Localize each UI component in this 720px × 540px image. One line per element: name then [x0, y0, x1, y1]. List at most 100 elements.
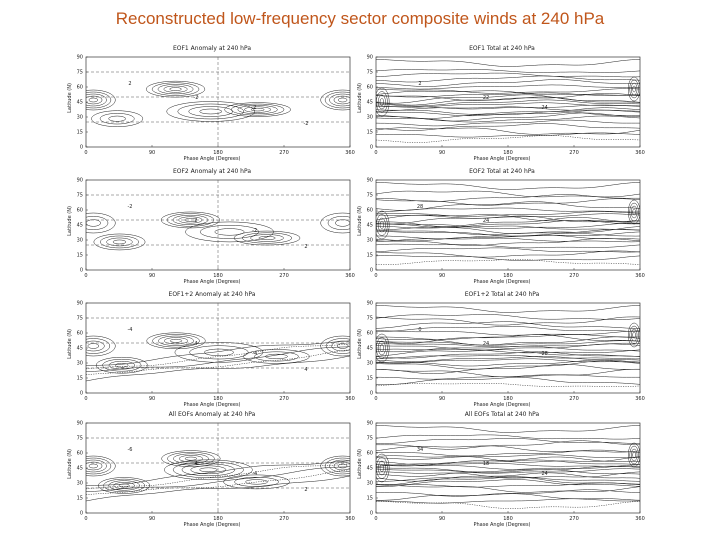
contour-line — [86, 91, 112, 109]
contour-line — [327, 216, 350, 230]
contour-line — [379, 98, 384, 106]
x-tick-label: 180 — [213, 396, 223, 402]
contour-line — [628, 76, 640, 102]
contour-line — [376, 482, 640, 488]
contour-line — [237, 105, 278, 115]
y-tick-label: 75 — [77, 70, 83, 76]
y-tick-label: 75 — [77, 316, 83, 322]
contour-line — [166, 101, 256, 122]
contour-line — [93, 233, 146, 251]
contour-line — [108, 360, 135, 370]
contour-line — [376, 349, 640, 357]
contour-label: -2 — [304, 121, 309, 127]
y-tick-label: 90 — [367, 178, 373, 184]
contour-line — [376, 69, 640, 73]
contour-line — [376, 92, 640, 98]
contour-line — [632, 331, 636, 339]
contour-line — [376, 247, 640, 253]
contour-label: 2 — [194, 218, 197, 224]
contour-group — [376, 59, 640, 143]
contour-label: -2 — [252, 228, 257, 234]
contour-line — [167, 451, 215, 466]
contour-line — [376, 210, 390, 240]
x-tick-label: 180 — [503, 273, 513, 279]
x-tick-label: 90 — [439, 150, 445, 156]
x-axis-label: Phase Angle (Degrees) — [473, 522, 531, 528]
contour-label: 2 — [253, 105, 256, 111]
contour-line — [376, 84, 640, 90]
contour-line — [376, 109, 640, 117]
contour-line — [320, 89, 350, 111]
contour-line — [376, 333, 390, 363]
contour-line — [115, 362, 129, 368]
y-tick-label: 15 — [77, 130, 83, 136]
y-axis-label: Latitude (N) — [357, 329, 363, 359]
y-tick-label: 75 — [77, 436, 83, 442]
contour-label: 2 — [128, 81, 131, 87]
contour-line — [632, 85, 636, 93]
contour-line — [145, 80, 206, 98]
contour-line — [204, 348, 234, 356]
y-tick-label: 90 — [77, 55, 83, 61]
contour-label: 0 — [418, 327, 421, 333]
contour-label: 2 — [304, 244, 307, 250]
panel-title: EOF2 Anomaly at 240 hPa — [172, 168, 252, 175]
contour-line — [86, 93, 107, 107]
contour-line — [376, 368, 640, 378]
contour-line — [377, 460, 386, 476]
contour-line — [376, 457, 388, 479]
contour-line — [376, 493, 640, 501]
contour-plot: 0 90 180 270 360 0 15 30 45 60 75 90 0 24 28 — [367, 301, 645, 402]
y-tick-label: 30 — [77, 481, 83, 487]
y-axis-label: Latitude (N) — [357, 206, 363, 236]
contour-line — [230, 103, 285, 116]
contour-line — [163, 85, 188, 93]
contour-line — [376, 489, 640, 497]
contour-line — [86, 340, 350, 367]
panel-title: All EOFs Anomaly at 240 hPa — [168, 411, 256, 418]
contour-line — [376, 469, 640, 477]
contour-line — [377, 217, 386, 233]
y-tick-label: 45 — [367, 346, 373, 352]
y-tick-label: 15 — [77, 496, 83, 502]
contour-line — [376, 231, 640, 237]
panel-title: EOF2 Total at 240 hPa — [469, 168, 535, 175]
y-tick-label: 15 — [367, 496, 373, 502]
contour-line — [258, 236, 276, 241]
y-axis-label: Latitude (N) — [357, 449, 363, 479]
y-tick-label: 45 — [77, 466, 83, 472]
y-tick-label: 75 — [367, 316, 373, 322]
y-tick-label: 60 — [367, 331, 373, 337]
panel-eof12-anomaly: EOF1+2 Anomaly at 240 hPa 0 90 180 270 360 0 1… — [62, 291, 362, 409]
contour-line — [376, 364, 640, 374]
contour-line — [376, 425, 640, 433]
contour-line — [376, 330, 640, 336]
x-tick-label: 180 — [213, 516, 223, 522]
x-tick-label: 180 — [213, 273, 223, 279]
contour-line — [376, 453, 390, 483]
contour-line — [245, 479, 268, 485]
x-tick-label: 180 — [213, 150, 223, 156]
contour-label: 4 — [304, 367, 307, 373]
contour-line — [376, 472, 640, 482]
contour-line — [376, 305, 640, 313]
panel-title: EOF1 Total at 240 hPa — [469, 45, 535, 52]
y-tick-label: 15 — [367, 130, 373, 136]
y-tick-label: 75 — [367, 436, 373, 442]
contour-group — [376, 425, 640, 509]
contour-line — [376, 190, 640, 198]
x-tick-label: 180 — [503, 516, 513, 522]
contour-line — [254, 351, 299, 362]
contour-line — [86, 212, 116, 234]
contour-line — [112, 239, 127, 245]
contour-line — [376, 75, 640, 83]
contour-line — [86, 89, 116, 111]
contour-line — [86, 340, 105, 352]
y-axis-label: Latitude (N) — [67, 449, 73, 479]
contour-label: -4 — [252, 471, 257, 477]
contour-line — [336, 343, 349, 349]
x-tick-label: 360 — [345, 150, 355, 156]
contour-line — [152, 334, 200, 348]
y-tick-label: 15 — [77, 376, 83, 382]
